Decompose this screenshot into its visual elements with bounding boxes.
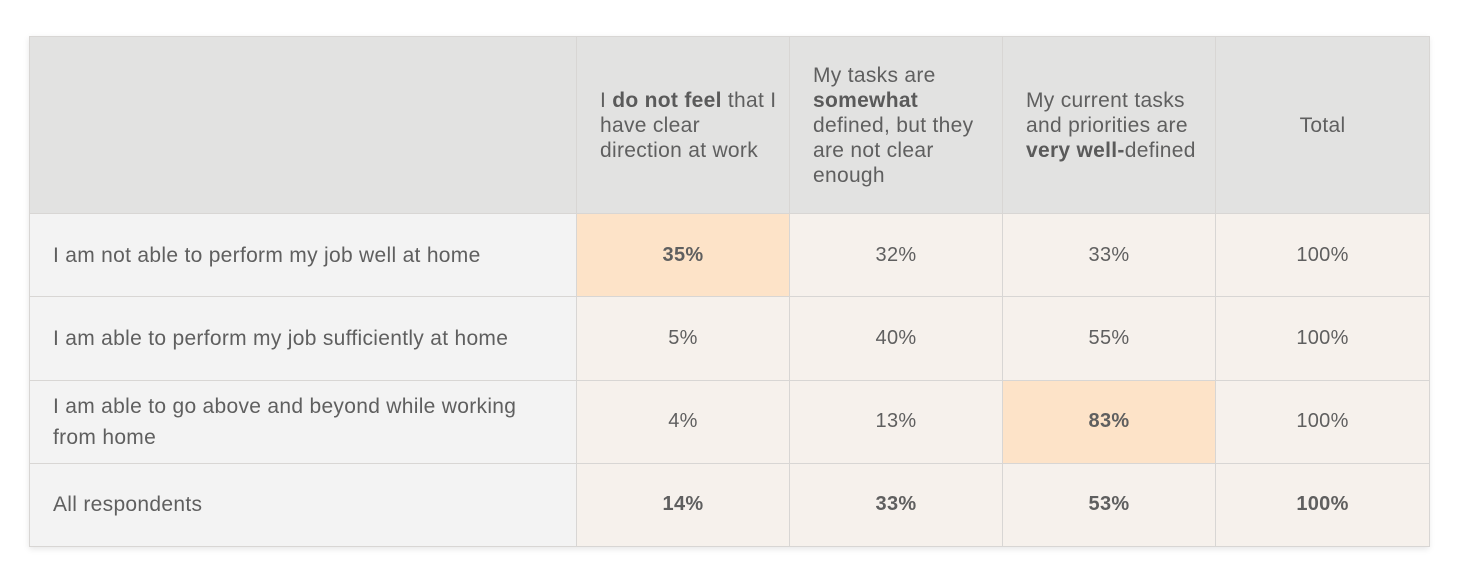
data-cell: 100% (1215, 462, 1430, 548)
column-header: I do not feel that I have clear directio… (576, 36, 790, 214)
column-header-text: defined, but they are not clear enough (813, 113, 974, 187)
data-cell: 40% (789, 296, 1003, 381)
header-corner-cell (29, 36, 577, 214)
column-header-text: Total (1299, 113, 1346, 137)
data-cell: 55% (1002, 296, 1216, 381)
header-row: I do not feel that I have clear directio… (29, 36, 1430, 214)
table-row: I am able to go above and beyond while w… (29, 379, 1430, 464)
column-header-text: do not feel (612, 88, 722, 112)
results-table-container: I do not feel that I have clear directio… (29, 36, 1430, 548)
row-label: All respondents (29, 462, 577, 548)
row-label: I am able to go above and beyond while w… (29, 379, 577, 464)
column-header-text: somewhat (813, 88, 919, 112)
data-cell: 14% (576, 462, 790, 548)
data-cell: 35% (576, 212, 790, 298)
column-header-text: I (600, 88, 613, 112)
data-cell: 100% (1215, 212, 1430, 298)
data-cell: 100% (1215, 296, 1430, 381)
data-cell: 53% (1002, 462, 1216, 548)
column-header: My tasks are somewhat defined, but they … (789, 36, 1003, 214)
data-cell: 100% (1215, 379, 1430, 464)
table-row: I am able to perform my job sufficiently… (29, 296, 1430, 381)
column-header-text: very well- (1026, 138, 1125, 162)
data-cell: 32% (789, 212, 1003, 298)
column-header-text: My current tasks and priorities are (1026, 88, 1188, 137)
row-label: I am able to perform my job sufficiently… (29, 296, 577, 381)
data-cell: 33% (789, 462, 1003, 548)
data-cell: 13% (789, 379, 1003, 464)
data-cell: 5% (576, 296, 790, 381)
results-table: I do not feel that I have clear directio… (29, 36, 1430, 548)
column-header-text: defined (1124, 138, 1196, 162)
column-header: Total (1215, 36, 1430, 214)
table-row: I am not able to perform my job well at … (29, 212, 1430, 298)
column-header-text: that I have clear direction at work (600, 88, 777, 162)
data-cell: 83% (1002, 379, 1216, 464)
column-header-text: My tasks are (813, 63, 936, 87)
data-cell: 4% (576, 379, 790, 464)
total-row: All respondents 14% 33% 53% 100% (29, 462, 1430, 548)
data-cell: 33% (1002, 212, 1216, 298)
row-label: I am not able to perform my job well at … (29, 212, 577, 298)
column-header: My current tasks and priorities are very… (1002, 36, 1216, 214)
